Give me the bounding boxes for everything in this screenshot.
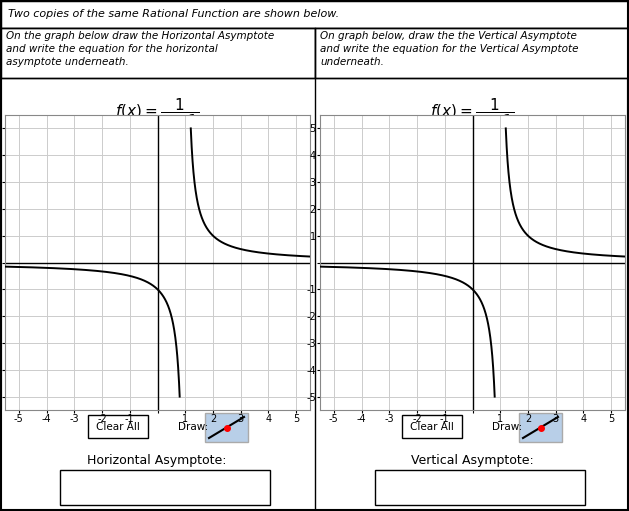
Text: Vertical Asymptote:: Vertical Asymptote: [411, 453, 533, 467]
Text: Draw:: Draw: [492, 422, 522, 431]
Text: Draw:: Draw: [178, 422, 208, 431]
Text: Clear All: Clear All [96, 422, 140, 431]
Bar [375, 470, 585, 505]
Text: Clear All: Clear All [410, 422, 454, 431]
Text: $f(x) = \dfrac{1}{x - 1}$: $f(x) = \dfrac{1}{x - 1}$ [430, 96, 515, 129]
Text: $f(x) = \dfrac{1}{x - 1}$: $f(x) = \dfrac{1}{x - 1}$ [114, 96, 199, 129]
Bar [1, 1, 628, 28]
FancyBboxPatch shape [402, 415, 462, 438]
Bar [60, 470, 270, 505]
FancyBboxPatch shape [88, 415, 148, 438]
Text: Horizontal Asymptote:: Horizontal Asymptote: [87, 453, 226, 467]
Bar [315, 28, 629, 78]
Text: Two copies of the same Rational Function are shown below.: Two copies of the same Rational Function… [8, 9, 339, 19]
Text: On the graph below draw the Horizontal Asymptote
and write the equation for the : On the graph below draw the Horizontal A… [6, 31, 274, 67]
Bar [205, 413, 248, 442]
Bar [1, 410, 628, 510]
Text: On graph below, draw the the Vertical Asymptote
and write the equation for the V: On graph below, draw the the Vertical As… [320, 31, 579, 67]
Bar [1, 28, 315, 78]
Bar [519, 413, 562, 442]
